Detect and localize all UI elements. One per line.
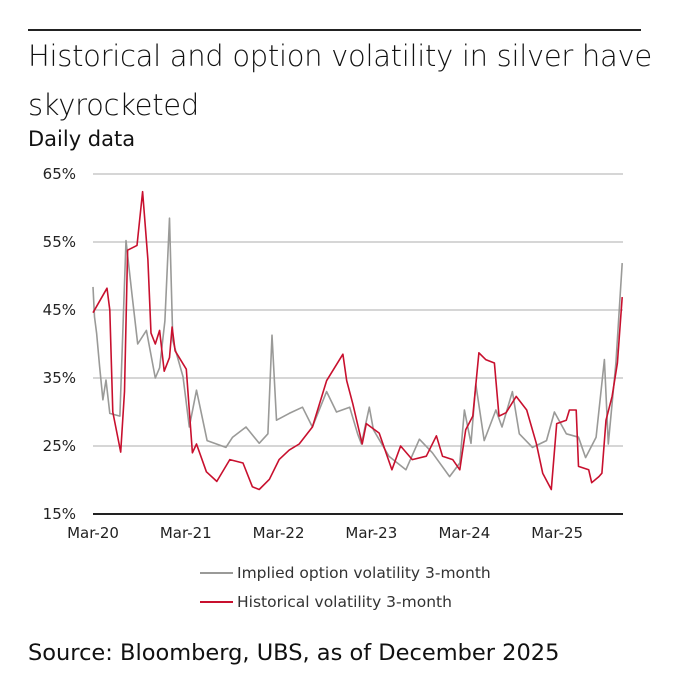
legend-label-implied: Implied option volatility 3-month	[237, 564, 491, 582]
x-tick-label: Mar-25	[531, 524, 583, 542]
chart-title: Historical and option volatility in silv…	[28, 39, 652, 122]
series-line-implied-volatility	[92, 217, 623, 478]
y-tick-label: 15%	[43, 505, 76, 523]
legend-swatch-historical	[200, 601, 233, 603]
x-tick-label: Mar-22	[253, 524, 305, 542]
x-tick-label: Mar-24	[438, 524, 490, 542]
legend-item-historical: Historical volatility 3-month	[200, 593, 452, 611]
series-line-historical-volatility	[92, 190, 623, 491]
y-tick-label: 65%	[43, 165, 76, 183]
y-tick-label: 55%	[43, 233, 76, 251]
x-tick-label: Mar-20	[67, 524, 119, 542]
legend-label-historical: Historical volatility 3-month	[237, 593, 452, 611]
x-tick-label: Mar-21	[160, 524, 212, 542]
legend-item-implied: Implied option volatility 3-month	[200, 564, 491, 582]
legend-swatch-implied	[200, 572, 233, 574]
y-tick-label: 35%	[43, 369, 76, 387]
x-tick-label: Mar-23	[345, 524, 397, 542]
y-tick-label: 45%	[43, 301, 76, 319]
title-rule	[28, 29, 641, 31]
y-tick-label: 25%	[43, 437, 76, 455]
source-note: Source: Bloomberg, UBS, as of December 2…	[28, 640, 560, 666]
chart-subtitle: Daily data	[28, 127, 136, 151]
line-chart: 65% 55% 45% 35% 25% 15% Mar-20 Mar-21 Mar-22 Mar…	[43, 165, 623, 542]
